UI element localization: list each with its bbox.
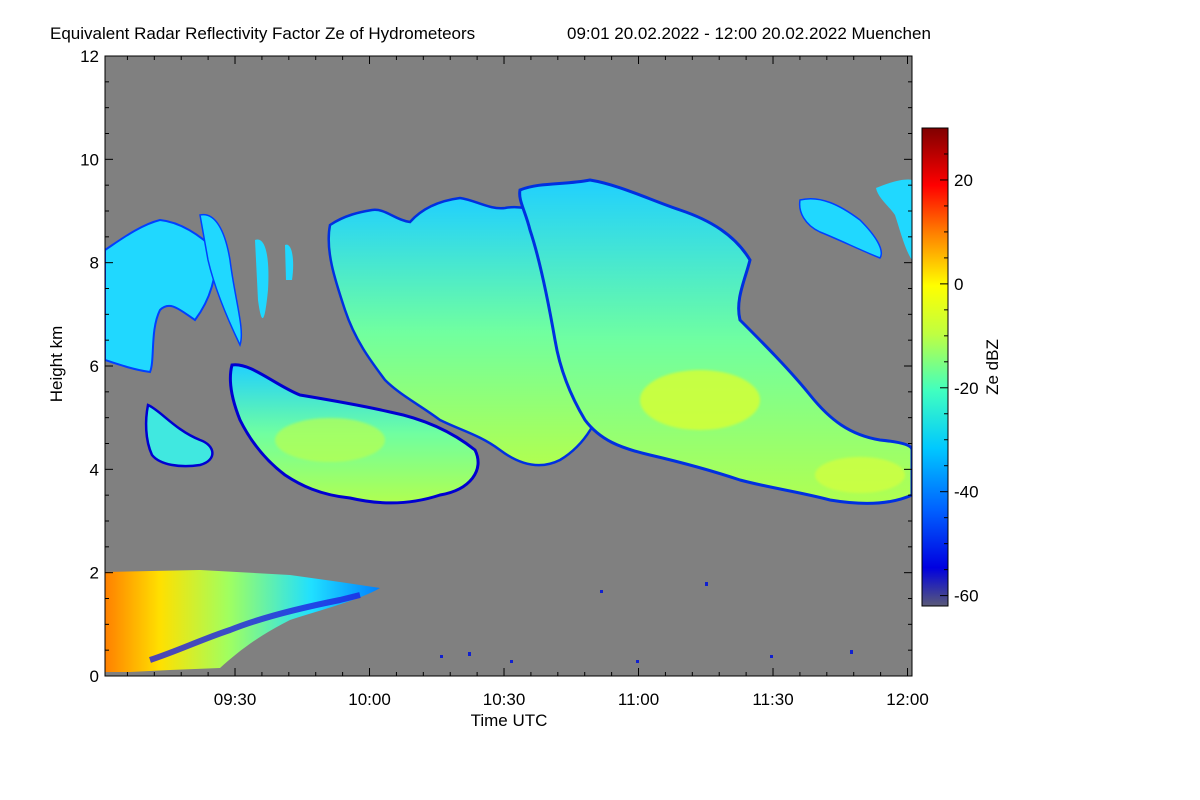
y-tick-label: 0 — [90, 667, 99, 686]
colorbar-tick-label: 0 — [954, 275, 963, 294]
y-axis-ticks: 0 2 4 6 8 10 12 — [80, 47, 912, 686]
colorbar-label: Ze dBZ — [983, 339, 1002, 395]
scattered-returns — [440, 582, 853, 663]
echo-low-level — [105, 570, 380, 672]
colorbar-tick-label: -40 — [954, 483, 979, 502]
y-tick-label: 8 — [90, 254, 99, 273]
x-tick-label: 10:00 — [348, 690, 391, 709]
y-axis-label: Height km — [47, 326, 66, 403]
echo-upper-east — [798, 198, 882, 259]
x-tick-label: 11:00 — [618, 690, 659, 709]
colorbar-tick-label: -20 — [954, 379, 979, 398]
y-tick-label: 6 — [90, 357, 99, 376]
x-tick-label: 09:30 — [214, 690, 257, 709]
y-tick-label: 12 — [80, 47, 99, 66]
x-tick-label: 10:30 — [483, 690, 526, 709]
x-tick-label: 12:00 — [886, 690, 929, 709]
chart-subtitle: 09:01 20.02.2022 - 12:00 20.02.2022 Muen… — [567, 24, 931, 43]
reflectivity-field — [105, 178, 912, 672]
colorbar-ticks: 20 0 -20 -40 -60 — [940, 127, 979, 606]
colorbar — [921, 127, 949, 607]
colorbar-tick-label: -60 — [954, 587, 979, 606]
y-tick-label: 10 — [80, 150, 99, 169]
x-tick-label: 11:30 — [752, 690, 793, 709]
y-tick-label: 2 — [90, 564, 99, 583]
y-tick-label: 4 — [90, 460, 99, 479]
colorbar-tick-label: 20 — [954, 171, 973, 190]
x-axis-ticks: 09:30 10:00 10:30 11:00 11:30 12:00 — [126, 56, 929, 709]
echo-upper-west — [105, 218, 217, 374]
x-axis-label: Time UTC — [471, 711, 548, 730]
chart-title: Equivalent Radar Reflectivity Factor Ze … — [50, 24, 475, 43]
